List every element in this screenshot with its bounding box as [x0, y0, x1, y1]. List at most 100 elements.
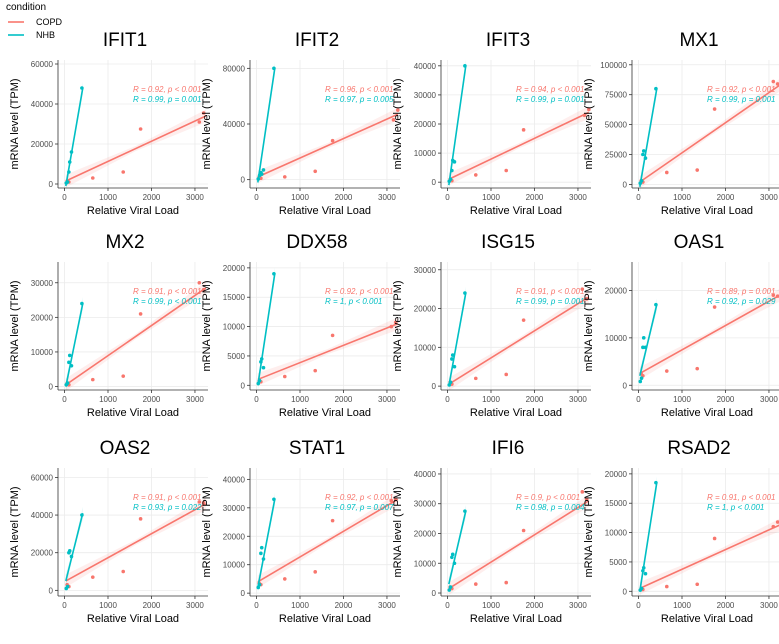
x-tick-label: 2000 [717, 601, 735, 610]
data-point-copd [580, 490, 585, 494]
y-tick-label: 10000 [31, 348, 54, 357]
y-tick-label: 0 [623, 587, 628, 596]
stat-label-copd: R = 0.92, p < 0.001 [707, 85, 776, 94]
data-point-nhb [639, 179, 644, 183]
x-tick-label: 0 [636, 395, 641, 404]
x-tick-label: 1000 [482, 193, 500, 202]
data-point-copd [664, 170, 669, 175]
stat-label-nhb: R = 0.97, p = 0.005 [325, 95, 394, 104]
y-tick-label: 20000 [31, 313, 54, 322]
data-point-nhb [641, 568, 645, 573]
fit-line-nhb [639, 88, 658, 187]
x-tick-label: 1000 [99, 193, 117, 202]
stat-label-nhb: R = 0.99, p < 0.001 [133, 297, 202, 306]
data-point-copd [197, 120, 202, 124]
data-point-nhb [463, 64, 467, 68]
fit-line-copd [448, 500, 590, 590]
plot-area [441, 468, 591, 596]
y-axis-label: mRNA level (TPM) [9, 280, 21, 371]
panel-title: IFIT3 [486, 30, 530, 51]
y-tick-label: 60000 [31, 60, 54, 69]
fit-line-nhb [65, 303, 84, 387]
data-point-nhb [448, 380, 453, 385]
data-point-nhb [69, 363, 74, 368]
data-point-copd [695, 366, 700, 371]
data-point-nhb [259, 360, 263, 364]
data-point-copd [695, 582, 700, 587]
y-tick-label: 0 [49, 180, 54, 189]
y-tick-label: 40000 [223, 120, 246, 129]
data-point-nhb [639, 586, 644, 591]
data-point-copd [473, 582, 478, 586]
data-point-nhb [259, 551, 263, 556]
stat-label-copd: R = 0.92, p < 0.001 [325, 287, 394, 296]
data-point-nhb [639, 376, 644, 380]
x-axis-label: Relative Viral Load [661, 613, 753, 625]
panel-title: MX2 [105, 232, 144, 253]
stat-label-copd: R = 0.92, p < 0.001 [133, 85, 202, 94]
legend-label-nhb: NHB [36, 30, 55, 40]
y-axis-label: mRNA level (TPM) [201, 78, 213, 169]
fit-line-copd [639, 294, 779, 375]
data-point-nhb [654, 302, 658, 307]
y-tick-label: 20000 [414, 529, 437, 538]
data-point-copd [582, 113, 587, 118]
stat-label-nhb: R = 1, p < 0.001 [707, 503, 764, 512]
x-tick-label: 3000 [569, 395, 587, 404]
y-tick-label: 60000 [31, 473, 54, 482]
x-axis-label: Relative Viral Load [87, 613, 179, 625]
data-point-nhb [272, 497, 276, 502]
x-tick-label: 3000 [378, 193, 396, 202]
data-point-nhb [256, 585, 261, 590]
data-point-copd [584, 497, 589, 502]
stat-label-nhb: R = 0.97, p = 0.007 [325, 503, 394, 512]
x-tick-label: 0 [254, 193, 259, 202]
data-point-copd [504, 372, 509, 377]
x-tick-label: 3000 [378, 601, 396, 610]
data-point-copd [504, 580, 509, 585]
data-point-nhb [643, 345, 648, 350]
data-point-nhb [256, 177, 261, 181]
y-tick-label: 0 [432, 178, 437, 187]
data-point-copd [473, 173, 478, 177]
stat-label-nhb: R = 1, p < 0.001 [325, 297, 382, 306]
data-point-copd [121, 569, 126, 574]
x-axis-label: Relative Viral Load [661, 407, 753, 419]
panel-title: RSAD2 [667, 438, 730, 459]
x-axis-label: Relative Viral Load [279, 407, 371, 419]
data-point-nhb [654, 86, 658, 91]
fit-line-nhb [257, 68, 276, 183]
y-tick-label: 20000 [414, 120, 437, 129]
data-point-copd [121, 170, 126, 174]
data-point-nhb [259, 172, 264, 176]
stat-label-copd: R = 0.91, p < 0.001 [133, 493, 202, 502]
data-point-copd [90, 377, 95, 382]
data-point-copd [473, 376, 478, 381]
data-point-copd [138, 312, 143, 316]
x-tick-label: 2000 [717, 193, 735, 202]
y-tick-label: 30000 [223, 504, 246, 513]
stat-label-nhb: R = 0.92, p = 0.029 [707, 297, 776, 306]
data-point-nhb [65, 584, 70, 589]
fit-line-copd [65, 503, 207, 582]
x-tick-label: 3000 [760, 601, 778, 610]
fit-line-nhb [639, 482, 658, 592]
x-tick-label: 3000 [760, 193, 778, 202]
plot-area [632, 60, 779, 188]
data-point-nhb [641, 152, 645, 157]
y-tick-label: 15000 [605, 499, 628, 508]
data-point-nhb [261, 365, 266, 370]
x-tick-label: 0 [445, 601, 450, 610]
data-point-nhb [450, 552, 455, 557]
fit-line-copd [257, 498, 399, 583]
x-tick-label: 3000 [569, 601, 587, 610]
data-point-copd [584, 297, 589, 301]
x-tick-label: 0 [445, 395, 450, 404]
data-point-copd [313, 169, 318, 174]
panel-title: DDX58 [286, 232, 347, 253]
x-tick-label: 2000 [717, 395, 735, 404]
fit-line-copd [65, 287, 207, 386]
data-point-copd [393, 497, 398, 502]
